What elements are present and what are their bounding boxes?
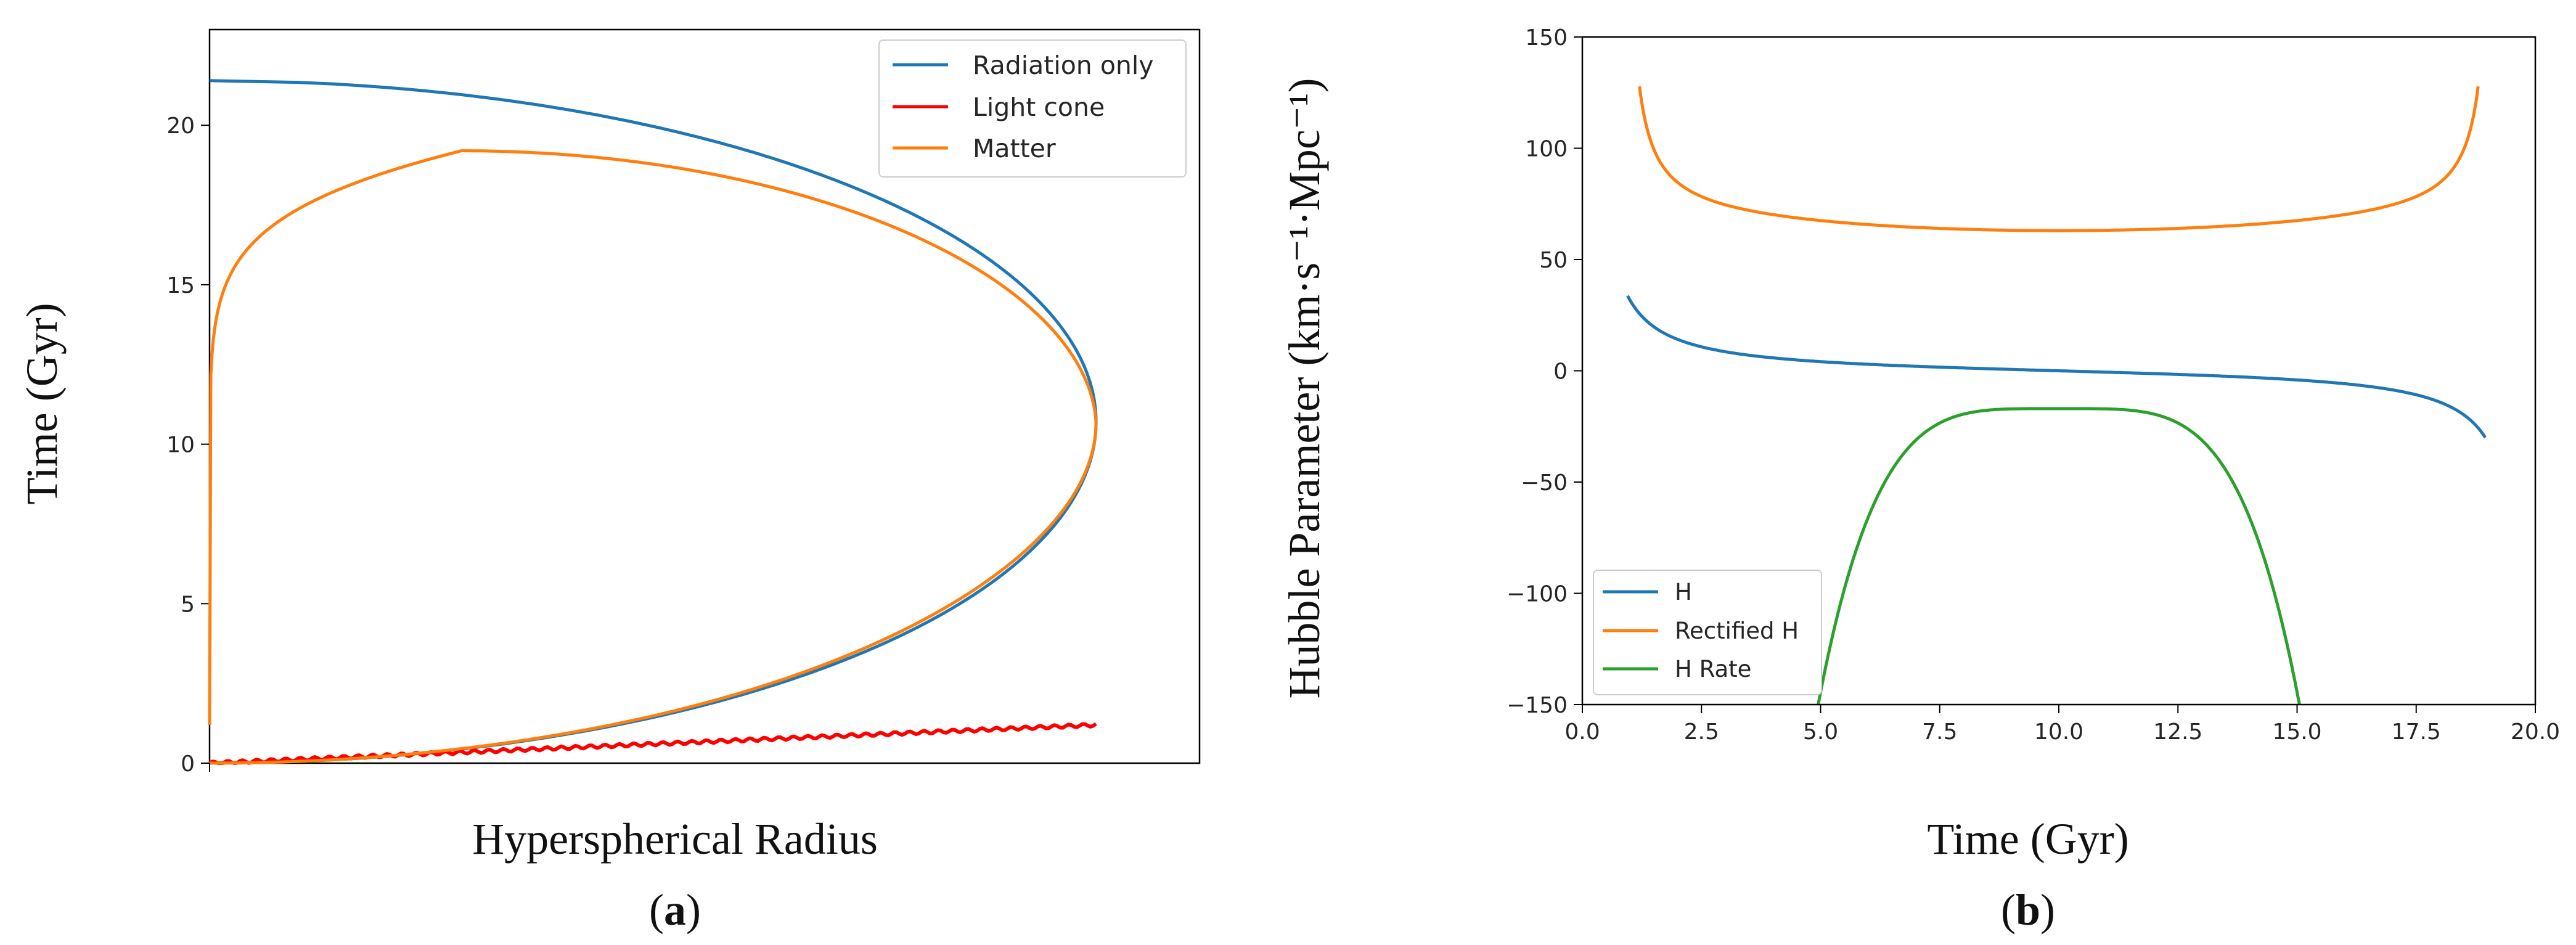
chart-a: 0 5 10 15 20 Hyperspherical Radius Time (Gyr… — [17, 28, 1201, 935]
chart-b-y-tick-label: 50 — [1539, 248, 1568, 273]
chart-a-y-tick-label: 5 — [181, 592, 195, 617]
chart-b-y-tick-label: −150 — [1507, 693, 1568, 718]
chart-b-y-tick-label: 150 — [1525, 25, 1568, 51]
chart-a-y-tick-label: 0 — [181, 751, 195, 777]
chart-a-y-ticks: 0 5 10 15 20 — [166, 113, 210, 777]
chart-b-panel-label: (b) — [2001, 885, 2055, 935]
chart-b: −150 −100 −50 0 50 100 150 0.0 2.5 5.0 7.5 10.0 12.… — [1280, 25, 2560, 935]
chart-b-legend: H Rectified H H Rate — [1593, 570, 1822, 695]
chart-a-legend: Radiation only Light cone Matter — [878, 39, 1187, 178]
series-line-lightcone — [208, 722, 1097, 765]
chart-b-x-ticks: 0.0 2.5 5.0 7.5 10.0 12.5 15.0 17.5 20.0 — [1564, 705, 2560, 745]
series-line-h-rate — [1817, 407, 2301, 705]
chart-a-panel-letter: a — [664, 885, 686, 935]
chart-a-xlabel: Hyperspherical Radius — [472, 814, 878, 864]
chart-b-x-tick-label: 10.0 — [2034, 719, 2083, 745]
chart-a-panel-label: (a) — [649, 885, 701, 935]
chart-b-y-ticks: −150 −100 −50 0 50 100 150 — [1507, 25, 1582, 718]
chart-b-y-tick-label: −100 — [1507, 582, 1568, 607]
chart-a-series — [208, 79, 1098, 765]
legend-label-matter: Matter — [973, 134, 1056, 163]
chart-b-x-tick-label: 17.5 — [2392, 719, 2441, 745]
chart-b-y-tick-label: 0 — [1553, 359, 1568, 385]
series-line-matter — [208, 149, 1098, 765]
chart-b-legend-box — [1593, 570, 1822, 695]
chart-a-y-tick-label: 10 — [166, 433, 195, 458]
chart-b-x-tick-label: 15.0 — [2272, 719, 2321, 745]
series-line-h — [1626, 295, 2487, 439]
legend-label-h: H — [1675, 579, 1692, 605]
chart-b-x-tick-label: 2.5 — [1684, 719, 1719, 745]
legend-label-radiation: Radiation only — [973, 51, 1154, 80]
chart-b-x-tick-label: 5.0 — [1803, 719, 1838, 745]
chart-b-x-tick-label: 12.5 — [2153, 719, 2202, 745]
legend-label-h-rate: H Rate — [1675, 656, 1751, 682]
chart-a-y-tick-label: 20 — [166, 113, 195, 139]
chart-b-x-tick-label: 20.0 — [2511, 719, 2560, 745]
chart-b-panel-letter: b — [2016, 885, 2040, 935]
chart-b-x-tick-label: 0.0 — [1564, 719, 1600, 745]
chart-b-y-tick-label: 100 — [1525, 137, 1568, 162]
chart-a-y-tick-label: 15 — [166, 273, 195, 298]
series-line-rectified-h — [1638, 86, 2480, 232]
chart-b-y-tick-label: −50 — [1521, 470, 1568, 496]
chart-b-series — [1626, 86, 2487, 705]
chart-b-x-tick-label: 7.5 — [1922, 719, 1957, 745]
series-line-radiation — [209, 79, 1098, 765]
chart-a-legend-box — [878, 39, 1187, 178]
chart-a-ylabel: Time (Gyr) — [17, 303, 67, 504]
chart-b-xlabel: Time (Gyr) — [1927, 814, 2128, 864]
legend-label-rectified-h: Rectified H — [1675, 618, 1799, 644]
chart-b-ylabel: Hubble Parameter (km·s⁻¹·Mpc⁻¹) — [1280, 78, 1329, 699]
legend-label-light-cone: Light cone — [973, 92, 1105, 122]
